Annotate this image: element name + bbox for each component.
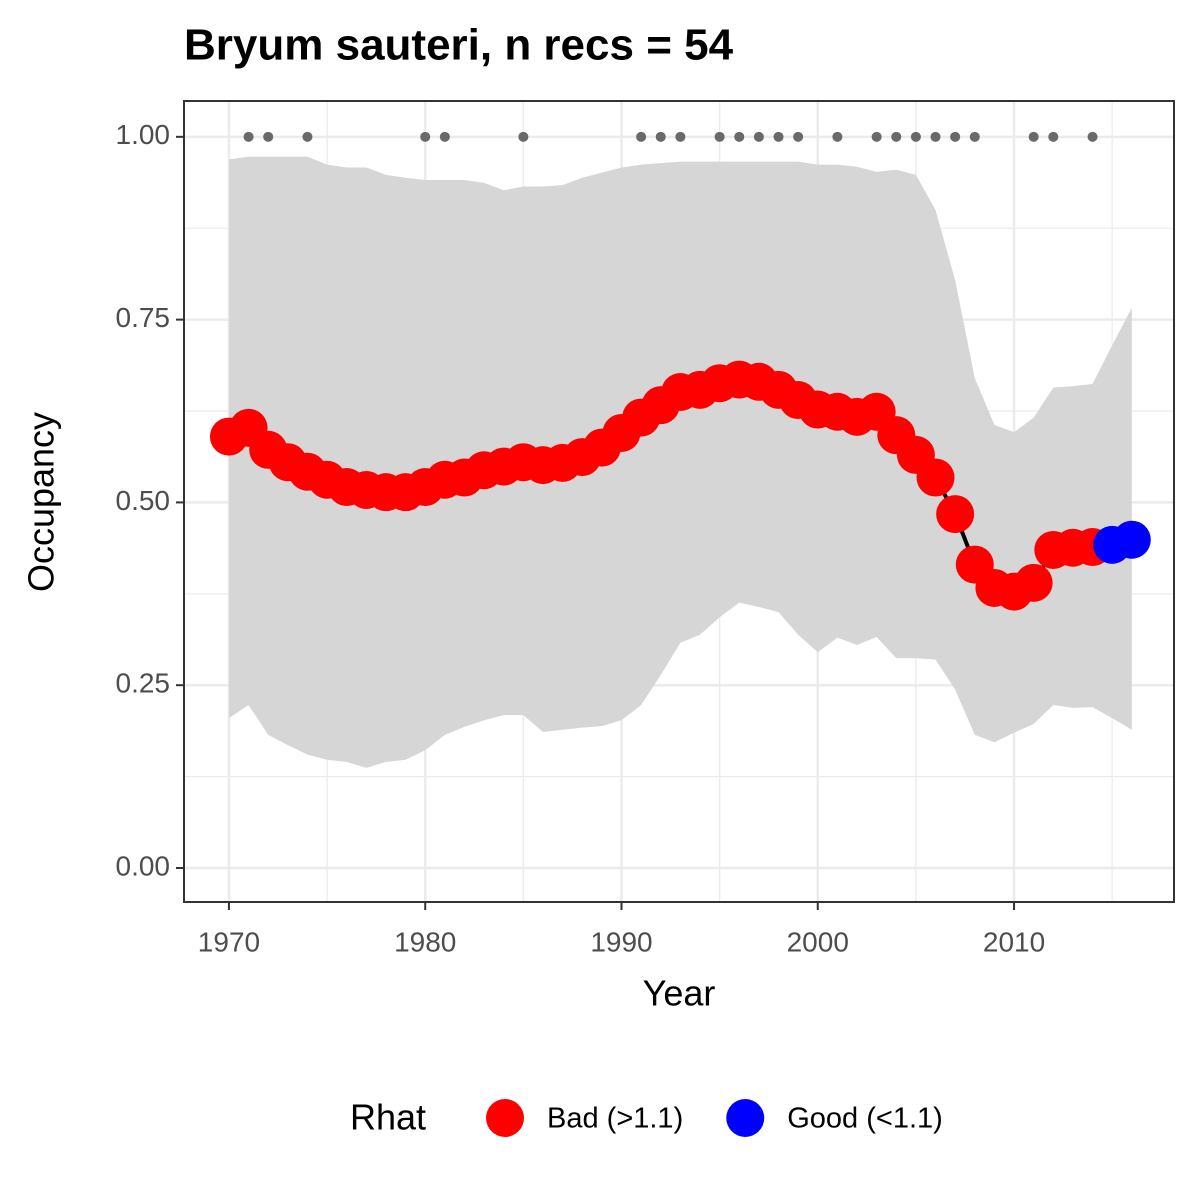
- record-dot: [950, 131, 961, 142]
- y-tick-label: 1.00: [116, 119, 171, 150]
- y-tick-label: 0.75: [116, 302, 171, 333]
- record-dot: [773, 131, 784, 142]
- record-dot: [675, 131, 686, 142]
- record-dot: [1048, 131, 1059, 142]
- record-dot: [518, 131, 529, 142]
- legend-swatch: [486, 1099, 524, 1137]
- panel-border: [183, 100, 1175, 903]
- record-dot: [969, 131, 980, 142]
- y-tick-label: 0.00: [116, 850, 171, 881]
- chart-title: Bryum sauteri, n recs = 54: [184, 21, 734, 70]
- record-dot: [420, 131, 431, 142]
- x-axis-title: Year: [643, 973, 716, 1014]
- y-tick-label: 0.50: [116, 485, 171, 516]
- legend-label: Good (<1.1): [787, 1103, 943, 1135]
- record-dot: [793, 131, 804, 142]
- record-dot: [832, 131, 843, 142]
- record-dot: [734, 131, 745, 142]
- confidence-band: [228, 156, 1132, 768]
- x-tick-label: 1990: [590, 926, 652, 957]
- point: [1014, 563, 1053, 602]
- record-dot: [655, 131, 666, 142]
- x-tick-label: 1970: [198, 926, 260, 957]
- legend-title: Rhat: [350, 1097, 426, 1138]
- y-tick-label: 0.25: [116, 668, 171, 699]
- record-dot: [753, 131, 764, 142]
- y-axis-title: Occupancy: [21, 412, 62, 592]
- record-dot: [302, 131, 313, 142]
- record-dot: [636, 131, 647, 142]
- x-tick-label: 2010: [983, 926, 1045, 957]
- record-dot: [714, 131, 725, 142]
- record-dot: [1087, 131, 1098, 142]
- record-dot: [263, 131, 274, 142]
- record-dot: [891, 131, 902, 142]
- record-dot: [871, 131, 882, 142]
- record-dot: [930, 131, 941, 142]
- legend-label: Bad (>1.1): [547, 1103, 683, 1135]
- record-dot: [1028, 131, 1039, 142]
- record-dot: [243, 131, 254, 142]
- x-tick-label: 2000: [787, 926, 849, 957]
- point: [916, 458, 955, 497]
- point: [936, 495, 975, 534]
- point: [1112, 520, 1151, 559]
- x-tick-label: 1980: [394, 926, 456, 957]
- record-dot: [910, 131, 921, 142]
- legend-swatch: [726, 1099, 765, 1137]
- record-dot: [439, 131, 450, 142]
